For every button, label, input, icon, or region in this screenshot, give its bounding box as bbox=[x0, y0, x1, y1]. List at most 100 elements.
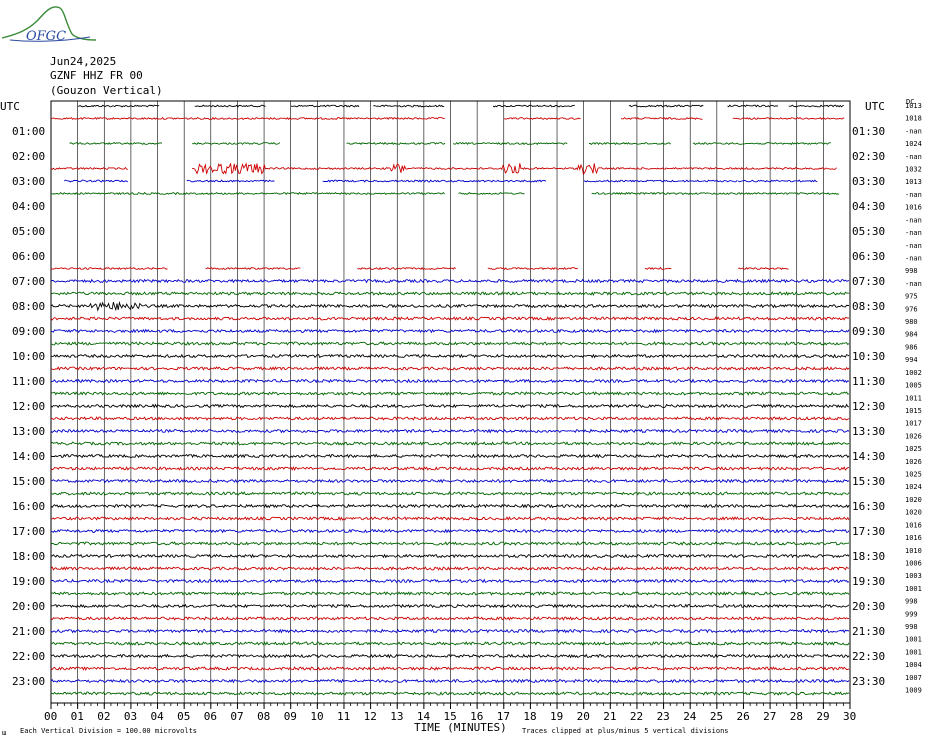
dc-offset-value: -nan bbox=[905, 242, 922, 250]
right-axis-header: UTC bbox=[865, 100, 885, 113]
x-tick-label: 30 bbox=[843, 710, 856, 723]
x-tick-label: 21 bbox=[603, 710, 616, 723]
seismic-trace bbox=[69, 141, 163, 145]
seismic-trace bbox=[628, 104, 704, 108]
dc-offset-value: 1025 bbox=[905, 471, 922, 479]
dc-offset-value: 999 bbox=[905, 610, 918, 618]
x-tick-label: 17 bbox=[497, 710, 510, 723]
hour-label-right: 01:30 bbox=[852, 125, 885, 138]
seismic-trace bbox=[50, 416, 850, 421]
dc-offset-value: 1026 bbox=[905, 458, 922, 466]
seismic-trace bbox=[492, 104, 575, 108]
seismic-trace bbox=[458, 192, 525, 196]
dc-offset-value: -nan bbox=[905, 153, 922, 161]
seismic-trace bbox=[50, 453, 850, 459]
seismic-trace bbox=[50, 328, 850, 334]
x-tick-label: 26 bbox=[736, 710, 749, 723]
dc-offset-value: 1020 bbox=[905, 509, 922, 517]
dc-offset-value: 1005 bbox=[905, 382, 922, 390]
dc-offset-value: 1013 bbox=[905, 102, 922, 110]
seismic-trace bbox=[737, 179, 818, 183]
seismic-trace bbox=[50, 603, 850, 609]
seismic-trace bbox=[589, 141, 671, 146]
hour-label-left: 10:00 bbox=[12, 350, 45, 363]
dc-offset-value: 1032 bbox=[905, 166, 922, 174]
footer-right-note: Traces clipped at plus/minus 5 vertical … bbox=[522, 727, 729, 735]
dc-offset-value: 1016 bbox=[905, 204, 922, 212]
x-tick-label: 08 bbox=[257, 710, 270, 723]
seismic-trace bbox=[50, 503, 850, 509]
x-tick-label: 18 bbox=[523, 710, 536, 723]
x-tick-label: 00 bbox=[44, 710, 57, 723]
station-label: GZNF HHZ FR 00 bbox=[50, 69, 143, 82]
seismic-trace bbox=[50, 541, 850, 546]
hour-label-left: 16:00 bbox=[12, 500, 45, 513]
dc-offset-value: 998 bbox=[905, 623, 918, 631]
seismic-trace bbox=[194, 104, 266, 108]
hour-label-left: 17:00 bbox=[12, 525, 45, 538]
seismic-trace bbox=[503, 117, 581, 120]
x-tick-label: 10 bbox=[310, 710, 323, 723]
seismic-trace bbox=[50, 403, 850, 409]
hour-label-right: 03:30 bbox=[852, 175, 885, 188]
x-tick-label: 27 bbox=[763, 710, 776, 723]
dc-offset-value: 1015 bbox=[905, 407, 922, 415]
dc-offset-value: 1013 bbox=[905, 178, 922, 186]
x-tick-label: 19 bbox=[550, 710, 563, 723]
dc-offset-value: 1001 bbox=[905, 636, 922, 644]
hour-label-left: 22:00 bbox=[12, 650, 45, 663]
hour-label-right: 23:30 bbox=[852, 675, 885, 688]
seismic-trace bbox=[50, 678, 850, 684]
x-tick-label: 09 bbox=[284, 710, 297, 723]
seismic-trace bbox=[50, 300, 849, 312]
hour-label-left: 07:00 bbox=[12, 275, 45, 288]
x-tick-label: 12 bbox=[364, 710, 377, 723]
dc-offset-value: 1009 bbox=[905, 687, 922, 695]
seismic-trace bbox=[373, 104, 445, 108]
hour-label-right: 04:30 bbox=[852, 200, 885, 213]
dc-offset-value: 986 bbox=[905, 343, 918, 351]
hour-label-left: 13:00 bbox=[12, 425, 45, 438]
logo-mountain-icon bbox=[1, 6, 97, 41]
ofgc-logo: OFGC bbox=[1, 6, 97, 44]
dc-offset-value: 1017 bbox=[905, 420, 922, 428]
seismic-trace bbox=[50, 666, 850, 671]
x-tick-label: 06 bbox=[204, 710, 217, 723]
dc-offset-value: 1002 bbox=[905, 369, 922, 377]
hour-label-left: 14:00 bbox=[12, 450, 45, 463]
seismic-trace bbox=[50, 616, 850, 621]
seismic-trace bbox=[50, 516, 850, 521]
seismic-trace bbox=[50, 341, 850, 346]
seismic-trace bbox=[50, 391, 850, 396]
seismic-trace bbox=[50, 591, 850, 597]
hour-label-left: 20:00 bbox=[12, 600, 45, 613]
seismic-trace bbox=[644, 266, 672, 270]
hour-label-left: 03:00 bbox=[12, 175, 45, 188]
hour-label-right: 21:30 bbox=[852, 625, 885, 638]
hour-label-left: 12:00 bbox=[12, 400, 45, 413]
hour-label-left: 02:00 bbox=[12, 150, 45, 163]
dc-offset-value: 1020 bbox=[905, 496, 922, 504]
dc-offset-value: 1001 bbox=[905, 585, 922, 593]
x-tick-label: 20 bbox=[577, 710, 590, 723]
seismic-trace bbox=[50, 166, 128, 170]
x-tick-label: 05 bbox=[177, 710, 190, 723]
hour-label-left: 04:00 bbox=[12, 200, 45, 213]
seismic-trace bbox=[583, 179, 738, 183]
hour-label-right: 20:30 bbox=[852, 600, 885, 613]
seismic-trace bbox=[50, 528, 850, 534]
hour-label-right: 16:30 bbox=[852, 500, 885, 513]
hour-label-right: 14:30 bbox=[852, 450, 885, 463]
dc-offset-value: 1025 bbox=[905, 445, 922, 453]
hour-label-left: 18:00 bbox=[12, 550, 45, 563]
dc-offset-value: -nan bbox=[905, 216, 922, 224]
hour-label-left: 11:00 bbox=[12, 375, 45, 388]
hour-label-right: 02:30 bbox=[852, 150, 885, 163]
hour-label-right: 15:30 bbox=[852, 475, 885, 488]
dc-offset-value: 1016 bbox=[905, 521, 922, 529]
seismic-trace bbox=[50, 353, 850, 359]
hour-label-right: 07:30 bbox=[852, 275, 885, 288]
dc-offset-value: 980 bbox=[905, 318, 918, 326]
dc-offset-value: 1026 bbox=[905, 432, 922, 440]
